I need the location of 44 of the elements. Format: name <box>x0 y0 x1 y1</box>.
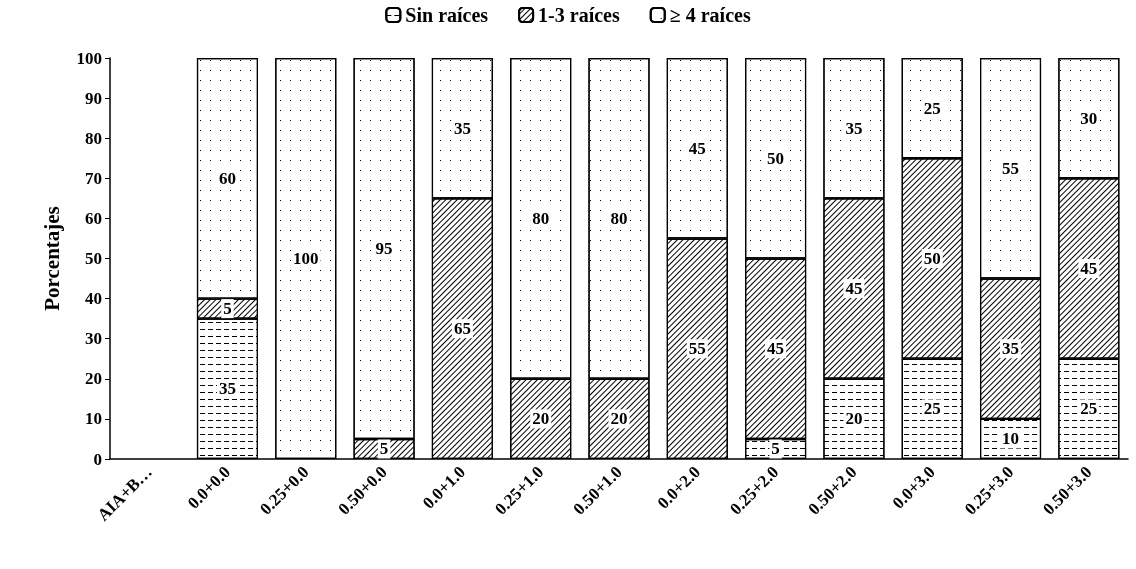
data-label: 55 <box>688 339 706 359</box>
y-axis-title: Porcentajes <box>39 206 64 311</box>
y-tick-label: 70 <box>85 168 102 188</box>
data-label: 20 <box>610 409 628 429</box>
data-label: 25 <box>923 399 941 419</box>
data-label: 50 <box>923 249 941 268</box>
data-label: 65 <box>453 319 471 339</box>
data-label: 5 <box>379 439 389 459</box>
data-label: 35 <box>845 118 863 138</box>
data-label: 25 <box>1080 399 1098 419</box>
data-label: 80 <box>610 208 628 228</box>
y-tick-label: 50 <box>85 249 102 268</box>
data-label: 55 <box>1002 158 1020 178</box>
data-label: 95 <box>375 238 393 258</box>
data-label: 80 <box>532 208 550 228</box>
y-tick-label: 80 <box>85 128 102 148</box>
data-label: 35 <box>453 118 471 138</box>
data-label: 5 <box>223 299 232 319</box>
data-label: 45 <box>767 339 785 359</box>
y-tick-label: 10 <box>85 409 102 429</box>
legend-label: Sin raíces <box>405 4 489 26</box>
data-label: 25 <box>923 98 941 118</box>
legend-label: 1-3 raíces <box>538 4 620 26</box>
data-label: 20 <box>845 409 863 429</box>
data-label: 45 <box>1080 259 1098 279</box>
y-tick-label: 40 <box>85 289 102 309</box>
data-label: 35 <box>1002 339 1020 359</box>
y-tick-label: 0 <box>93 449 102 469</box>
data-label: 30 <box>1080 108 1098 128</box>
data-label: 60 <box>218 168 236 188</box>
data-label: 50 <box>767 148 785 168</box>
y-tick-label: 90 <box>85 88 102 108</box>
data-label: 35 <box>218 379 236 399</box>
data-label: 10 <box>1002 429 1020 449</box>
data-label: 20 <box>532 409 550 429</box>
legend-label: ≥ 4 raíces <box>669 4 751 26</box>
data-label: 45 <box>688 138 706 158</box>
y-tick-label: 30 <box>85 329 102 349</box>
data-label: 5 <box>771 439 780 459</box>
data-label: 100 <box>293 249 319 268</box>
data-label: 45 <box>845 279 863 299</box>
y-tick-label: 100 <box>76 48 102 68</box>
y-tick-label: 60 <box>85 208 102 228</box>
y-tick-label: 20 <box>85 369 102 389</box>
